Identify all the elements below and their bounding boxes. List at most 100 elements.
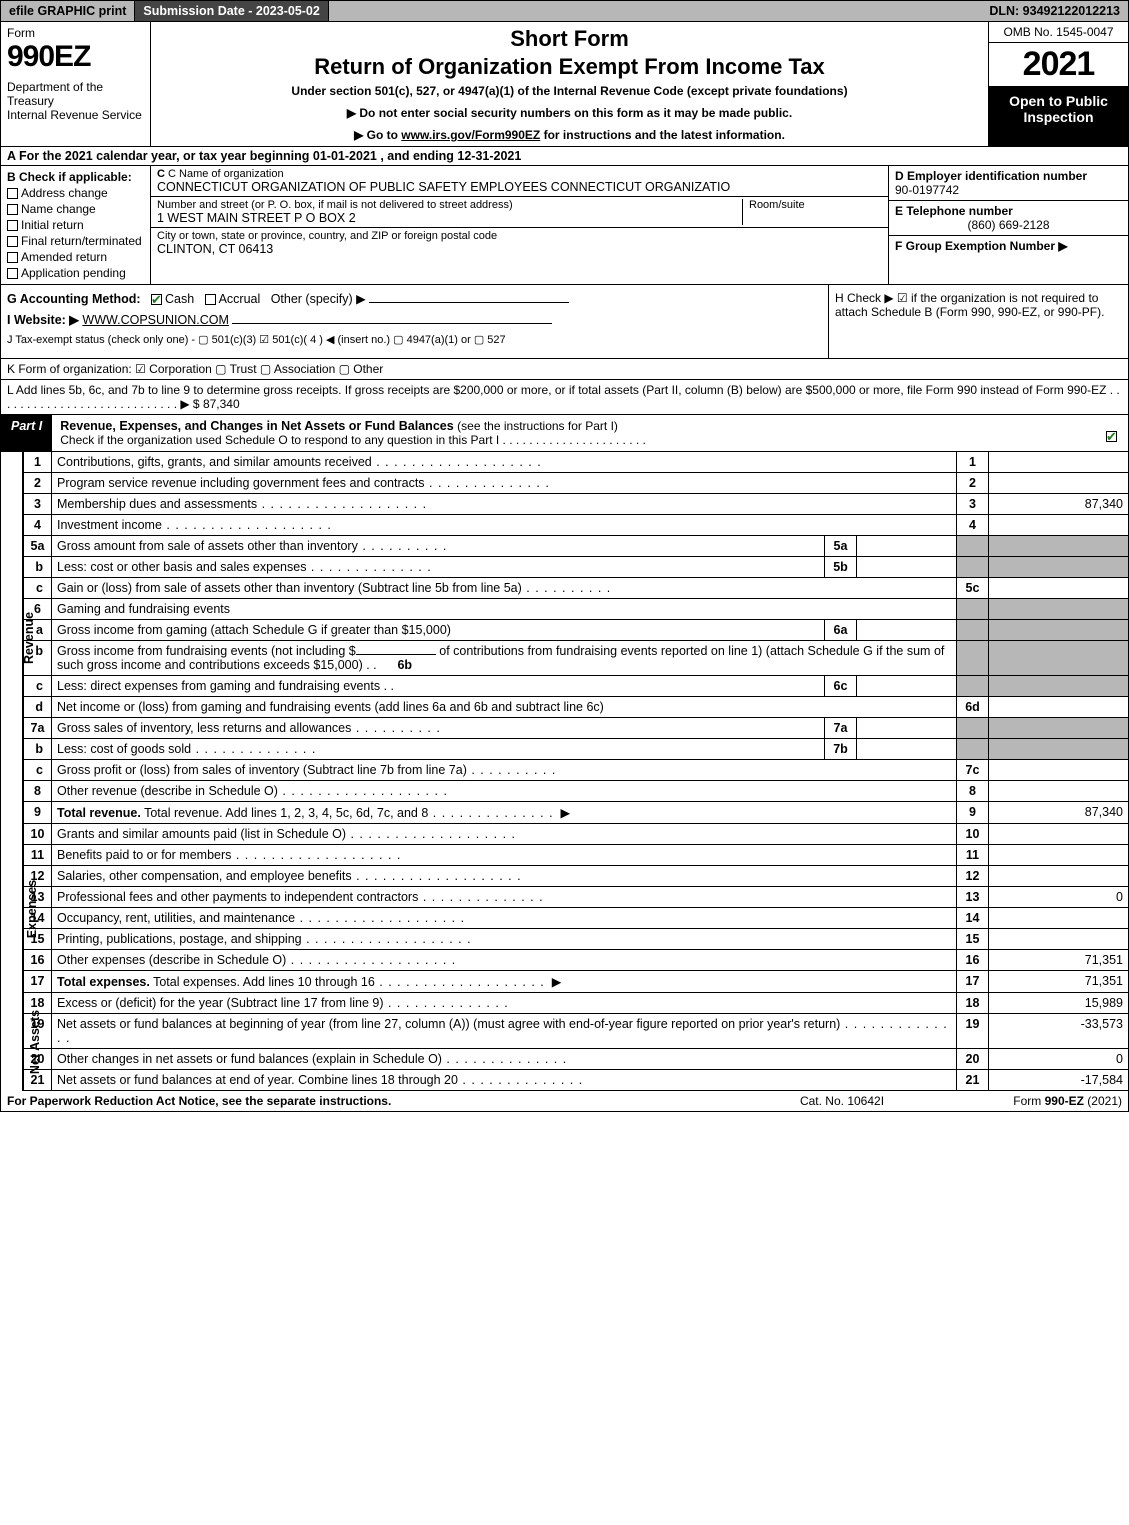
topbar-spacer: [329, 1, 982, 21]
row-i: I Website: ▶ WWW.COPSUNION.COM: [7, 312, 822, 327]
header-mid: Short Form Return of Organization Exempt…: [151, 22, 988, 146]
dln-label: DLN: 93492122012213: [981, 1, 1128, 21]
line-20: 20Other changes in net assets or fund ba…: [24, 1049, 1129, 1070]
row-a: A For the 2021 calendar year, or tax yea…: [0, 147, 1129, 166]
d-value: 90-0197742: [895, 183, 1122, 197]
efile-label[interactable]: efile GRAPHIC print: [1, 1, 135, 21]
line-9: 9Total revenue. Total revenue. Add lines…: [24, 802, 1129, 824]
city-label: City or town, state or province, country…: [157, 230, 882, 242]
under-section: Under section 501(c), 527, or 4947(a)(1)…: [159, 84, 980, 98]
line-14: 14Occupancy, rent, utilities, and mainte…: [24, 908, 1129, 929]
line-18: 18Excess or (deficit) for the year (Subt…: [24, 993, 1129, 1014]
footer-mid: Cat. No. 10642I: [742, 1094, 942, 1108]
line-7b: bLess: cost of goods sold7b: [24, 739, 1129, 760]
return-title: Return of Organization Exempt From Incom…: [159, 54, 980, 80]
part1-header: Part I Revenue, Expenses, and Changes in…: [0, 415, 1129, 452]
row-g: G Accounting Method: Cash Accrual Other …: [7, 291, 822, 306]
netassets-table: 18Excess or (deficit) for the year (Subt…: [23, 993, 1129, 1091]
expenses-side-label: Expenses: [1, 824, 23, 993]
e-value: (860) 669-2128: [895, 218, 1122, 232]
omb-number: OMB No. 1545-0047: [989, 22, 1128, 43]
col-def: D Employer identification number 90-0197…: [888, 166, 1128, 284]
org-city: CLINTON, CT 06413: [157, 242, 882, 256]
line-11: 11Benefits paid to or for members11: [24, 845, 1129, 866]
header-left: Form 990EZ Department of the Treasury In…: [1, 22, 151, 146]
row-j: J Tax-exempt status (check only one) - ▢…: [7, 333, 822, 346]
chk-pending[interactable]: Application pending: [7, 266, 144, 280]
part1-check[interactable]: [1098, 415, 1128, 451]
tax-year: 2021: [989, 43, 1128, 87]
submission-date: Submission Date - 2023-05-02: [135, 1, 328, 21]
revenue-section: Revenue 1Contributions, gifts, grants, a…: [0, 452, 1129, 824]
revenue-table: 1Contributions, gifts, grants, and simil…: [23, 452, 1129, 824]
note2-post: for instructions and the latest informat…: [540, 128, 785, 142]
b-title: B Check if applicable:: [7, 170, 144, 184]
footer-right: Form 990-EZ (2021): [942, 1094, 1122, 1108]
part1-tag: Part I: [1, 415, 52, 451]
expenses-table: 10Grants and similar amounts paid (list …: [23, 824, 1129, 993]
line-17: 17Total expenses. Total expenses. Add li…: [24, 971, 1129, 993]
chk-initial-return[interactable]: Initial return: [7, 218, 144, 232]
row-h: H Check ▶ ☑ if the organization is not r…: [828, 285, 1128, 358]
org-address: 1 WEST MAIN STREET P O BOX 2: [157, 211, 742, 225]
line-1: 1Contributions, gifts, grants, and simil…: [24, 452, 1129, 473]
website-link[interactable]: WWW.COPSUNION.COM: [82, 313, 229, 327]
line-13: 13Professional fees and other payments t…: [24, 887, 1129, 908]
f-label: F Group Exemption Number ▶: [895, 239, 1122, 253]
short-form-title: Short Form: [159, 26, 980, 52]
org-name: CONNECTICUT ORGANIZATION OF PUBLIC SAFET…: [157, 180, 882, 194]
top-bar: efile GRAPHIC print Submission Date - 20…: [0, 0, 1129, 22]
netassets-section: Net Assets 18Excess or (deficit) for the…: [0, 993, 1129, 1091]
col-c: C C Name of organization CONNECTICUT ORG…: [151, 166, 888, 284]
addr-label: Number and street (or P. O. box, if mail…: [157, 199, 742, 211]
chk-accrual[interactable]: [205, 294, 216, 305]
c-name-label: C C Name of organization: [157, 168, 882, 180]
line-15: 15Printing, publications, postage, and s…: [24, 929, 1129, 950]
line-5b: bLess: cost or other basis and sales exp…: [24, 557, 1129, 578]
open-public: Open to Public Inspection: [989, 87, 1128, 146]
form-number: 990EZ: [7, 40, 144, 74]
line-5a: 5aGross amount from sale of assets other…: [24, 536, 1129, 557]
chk-address-change[interactable]: Address change: [7, 186, 144, 200]
part1-title: Revenue, Expenses, and Changes in Net As…: [52, 415, 1098, 451]
block-bcdef: B Check if applicable: Address change Na…: [0, 166, 1129, 285]
other-specify-input[interactable]: [369, 302, 569, 303]
line-6: 6Gaming and fundraising events: [24, 599, 1129, 620]
line-12: 12Salaries, other compensation, and empl…: [24, 866, 1129, 887]
header-right: OMB No. 1545-0047 2021 Open to Public In…: [988, 22, 1128, 146]
row-l: L Add lines 5b, 6c, and 7b to line 9 to …: [0, 380, 1129, 415]
chk-amended[interactable]: Amended return: [7, 250, 144, 264]
e-label: E Telephone number: [895, 204, 1122, 218]
line-16: 16Other expenses (describe in Schedule O…: [24, 950, 1129, 971]
chk-name-change[interactable]: Name change: [7, 202, 144, 216]
line-6d: dNet income or (loss) from gaming and fu…: [24, 697, 1129, 718]
line-7a: 7aGross sales of inventory, less returns…: [24, 718, 1129, 739]
line-6c: cLess: direct expenses from gaming and f…: [24, 676, 1129, 697]
line-7c: cGross profit or (loss) from sales of in…: [24, 760, 1129, 781]
line-4: 4Investment income4: [24, 515, 1129, 536]
chk-cash[interactable]: [151, 294, 162, 305]
dept-label: Department of the Treasury Internal Reve…: [7, 80, 144, 122]
form-label: Form: [7, 26, 144, 40]
irs-link[interactable]: www.irs.gov/Form990EZ: [401, 128, 540, 142]
line-19: 19Net assets or fund balances at beginni…: [24, 1014, 1129, 1049]
room-label: Room/suite: [749, 199, 882, 211]
row-k: K Form of organization: ☑ Corporation ▢ …: [0, 359, 1129, 380]
line-8: 8Other revenue (describe in Schedule O)8: [24, 781, 1129, 802]
revenue-side-label: Revenue: [1, 452, 23, 824]
form-header: Form 990EZ Department of the Treasury In…: [0, 22, 1129, 147]
line-3: 3Membership dues and assessments387,340: [24, 494, 1129, 515]
line-21: 21Net assets or fund balances at end of …: [24, 1070, 1129, 1091]
line-10: 10Grants and similar amounts paid (list …: [24, 824, 1129, 845]
col-b: B Check if applicable: Address change Na…: [1, 166, 151, 284]
line-2: 2Program service revenue including gover…: [24, 473, 1129, 494]
ghi-left: G Accounting Method: Cash Accrual Other …: [1, 285, 828, 358]
line-6b: bGross income from fundraising events (n…: [24, 641, 1129, 676]
footer-left: For Paperwork Reduction Act Notice, see …: [7, 1094, 742, 1108]
page-footer: For Paperwork Reduction Act Notice, see …: [0, 1091, 1129, 1112]
netassets-side-label: Net Assets: [1, 993, 23, 1091]
d-label: D Employer identification number: [895, 169, 1122, 183]
note-ssn: ▶ Do not enter social security numbers o…: [159, 106, 980, 120]
chk-final-return[interactable]: Final return/terminated: [7, 234, 144, 248]
note-goto: ▶ Go to www.irs.gov/Form990EZ for instru…: [159, 128, 980, 142]
